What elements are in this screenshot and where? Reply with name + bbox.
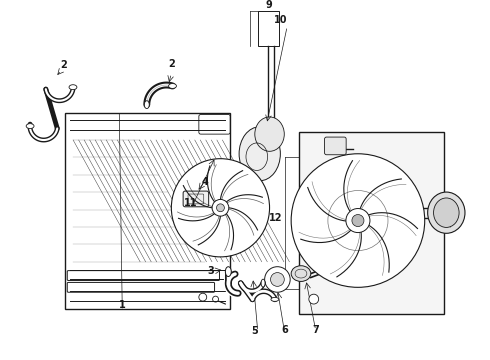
Ellipse shape (169, 84, 176, 89)
FancyBboxPatch shape (324, 137, 346, 155)
Ellipse shape (145, 101, 149, 109)
Circle shape (270, 273, 284, 286)
Text: 5: 5 (251, 327, 258, 337)
Bar (258, 12, 279, 46)
Circle shape (265, 267, 290, 292)
Bar (65, 113, 230, 309)
Text: 10: 10 (273, 15, 287, 25)
Text: 7: 7 (312, 325, 319, 336)
Text: 4: 4 (201, 177, 208, 187)
Circle shape (352, 215, 364, 226)
Text: 1: 1 (119, 300, 125, 310)
Ellipse shape (291, 266, 311, 282)
Circle shape (212, 199, 229, 216)
Text: 9: 9 (265, 0, 272, 10)
Bar (299, 132, 444, 314)
Ellipse shape (239, 127, 280, 181)
Ellipse shape (225, 267, 231, 276)
Ellipse shape (261, 279, 265, 287)
Text: 11: 11 (184, 198, 198, 208)
Ellipse shape (255, 117, 284, 151)
Circle shape (291, 154, 425, 287)
Ellipse shape (434, 198, 459, 228)
FancyBboxPatch shape (183, 191, 209, 207)
Text: 3: 3 (207, 266, 214, 275)
Text: 2: 2 (60, 60, 67, 70)
Circle shape (217, 204, 224, 212)
Circle shape (346, 208, 370, 233)
Ellipse shape (69, 85, 77, 90)
Ellipse shape (26, 123, 34, 129)
Ellipse shape (271, 297, 279, 301)
Circle shape (309, 294, 318, 304)
Text: 12: 12 (269, 212, 282, 222)
Text: 6: 6 (281, 325, 288, 336)
Text: 13: 13 (440, 208, 453, 218)
Circle shape (172, 159, 270, 257)
Text: 2: 2 (168, 59, 175, 69)
Text: 8: 8 (337, 140, 344, 150)
Ellipse shape (428, 192, 465, 233)
